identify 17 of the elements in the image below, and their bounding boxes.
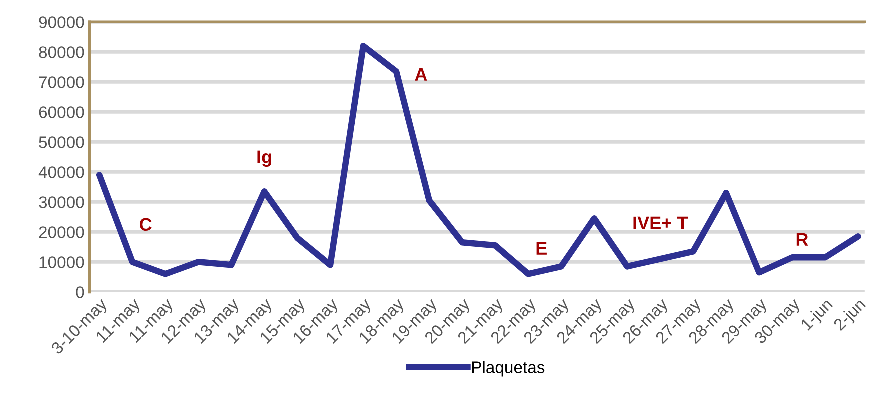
- legend-label: Plaquetas: [472, 361, 545, 377]
- y-tick-label: 70000: [39, 76, 84, 88]
- y-tick-label: 30000: [39, 196, 84, 208]
- annotation: Ig: [258, 150, 272, 168]
- y-tick-label: 90000: [39, 16, 84, 28]
- y-tick-label: 50000: [39, 136, 84, 148]
- y-tick-label: 80000: [39, 46, 84, 58]
- y-tick-label: 0: [76, 286, 84, 298]
- annotation: E: [536, 242, 547, 255]
- y-tick-label: 20000: [39, 226, 84, 238]
- annotation: A: [415, 68, 428, 81]
- y-tick-label: 60000: [39, 106, 84, 118]
- annotation: IVE+ T: [634, 216, 688, 230]
- annotation: R: [796, 233, 808, 246]
- annotation: C: [140, 218, 152, 232]
- y-tick-label: 10000: [40, 256, 84, 268]
- y-tick-label: 40000: [38, 166, 84, 178]
